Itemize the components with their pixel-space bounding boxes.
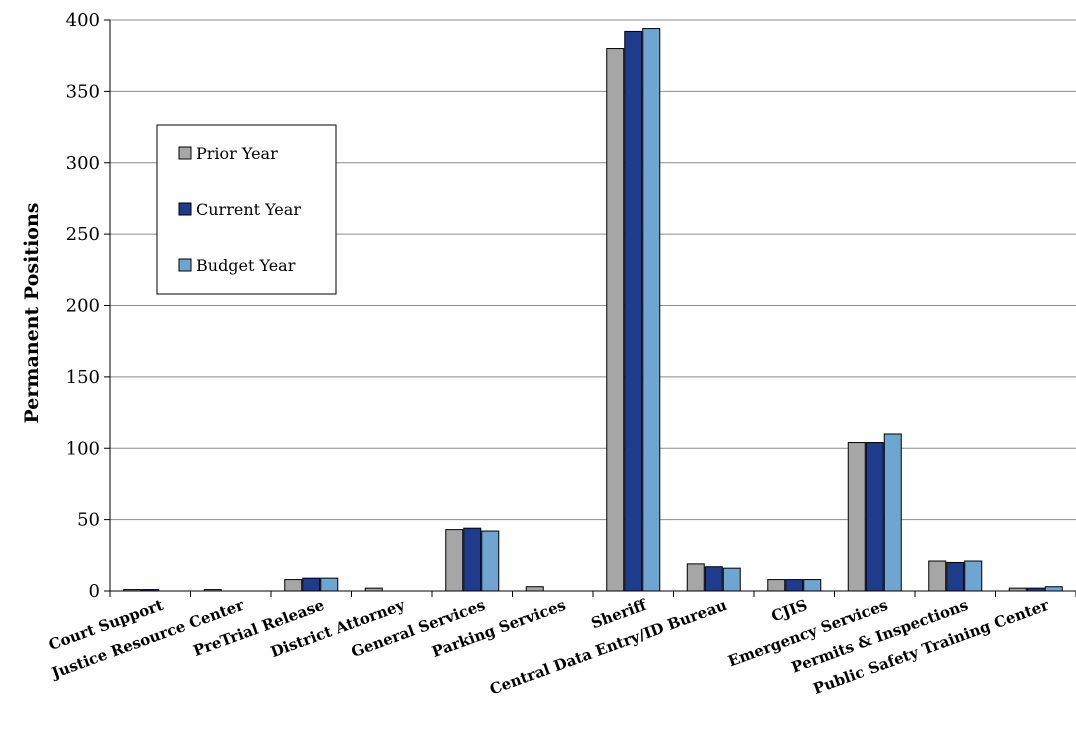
y-tick-label: 300 xyxy=(66,153,100,174)
bars xyxy=(123,28,1063,592)
y-tick-label: 100 xyxy=(66,438,100,459)
bar-prior-year xyxy=(847,442,866,592)
bar-prior-year xyxy=(284,579,303,592)
y-tick-label: 50 xyxy=(77,510,100,531)
bar-prior-year xyxy=(606,48,625,592)
y-tick-label: 250 xyxy=(66,224,100,245)
bar-budget-year xyxy=(481,530,500,592)
x-tick-label: District Attorney xyxy=(268,595,408,661)
bar-budget-year xyxy=(320,577,339,592)
bar-current-year xyxy=(785,579,804,592)
y-tick-label: 400 xyxy=(66,10,100,31)
bar-current-year xyxy=(463,527,482,592)
legend-swatch xyxy=(178,258,192,272)
bar-current-year xyxy=(946,561,965,592)
legend: Prior Year Current Year Budget Year xyxy=(156,124,337,295)
legend-swatch xyxy=(178,146,192,160)
y-tick-label: 150 xyxy=(66,367,100,388)
bar-current-year xyxy=(624,30,643,592)
bar-budget-year xyxy=(722,567,741,592)
legend-swatch xyxy=(178,202,192,216)
bar-prior-year xyxy=(928,560,947,592)
bar-budget-year xyxy=(803,579,822,592)
legend-label: Current Year xyxy=(196,200,301,219)
bar-prior-year xyxy=(767,579,786,592)
bar-prior-year xyxy=(686,563,705,592)
y-axis-ticks: 0 50 100 150 200 250 300 350 400 xyxy=(66,10,110,602)
bar-budget-year xyxy=(883,433,902,592)
bar-budget-year xyxy=(964,560,983,592)
x-tick-label: CJIS xyxy=(769,596,810,626)
bar-prior-year xyxy=(445,529,464,592)
axes xyxy=(109,20,1076,597)
bar-budget-year xyxy=(1044,586,1063,592)
bar-budget-year xyxy=(642,28,661,592)
y-tick-label: 350 xyxy=(66,81,100,102)
x-tick-label: Parking Services xyxy=(429,596,568,661)
y-tick-label: 200 xyxy=(66,296,100,317)
bar-prior-year xyxy=(525,586,544,592)
bar-current-year xyxy=(302,577,321,592)
bar-current-year xyxy=(704,566,723,592)
legend-label: Budget Year xyxy=(196,256,296,275)
legend-label: Prior Year xyxy=(196,144,278,163)
bar-current-year xyxy=(865,442,884,592)
y-axis-title: Permanent Positions xyxy=(21,203,43,424)
y-tick-label: 0 xyxy=(89,581,100,602)
x-tick-label: General Services xyxy=(349,596,488,661)
